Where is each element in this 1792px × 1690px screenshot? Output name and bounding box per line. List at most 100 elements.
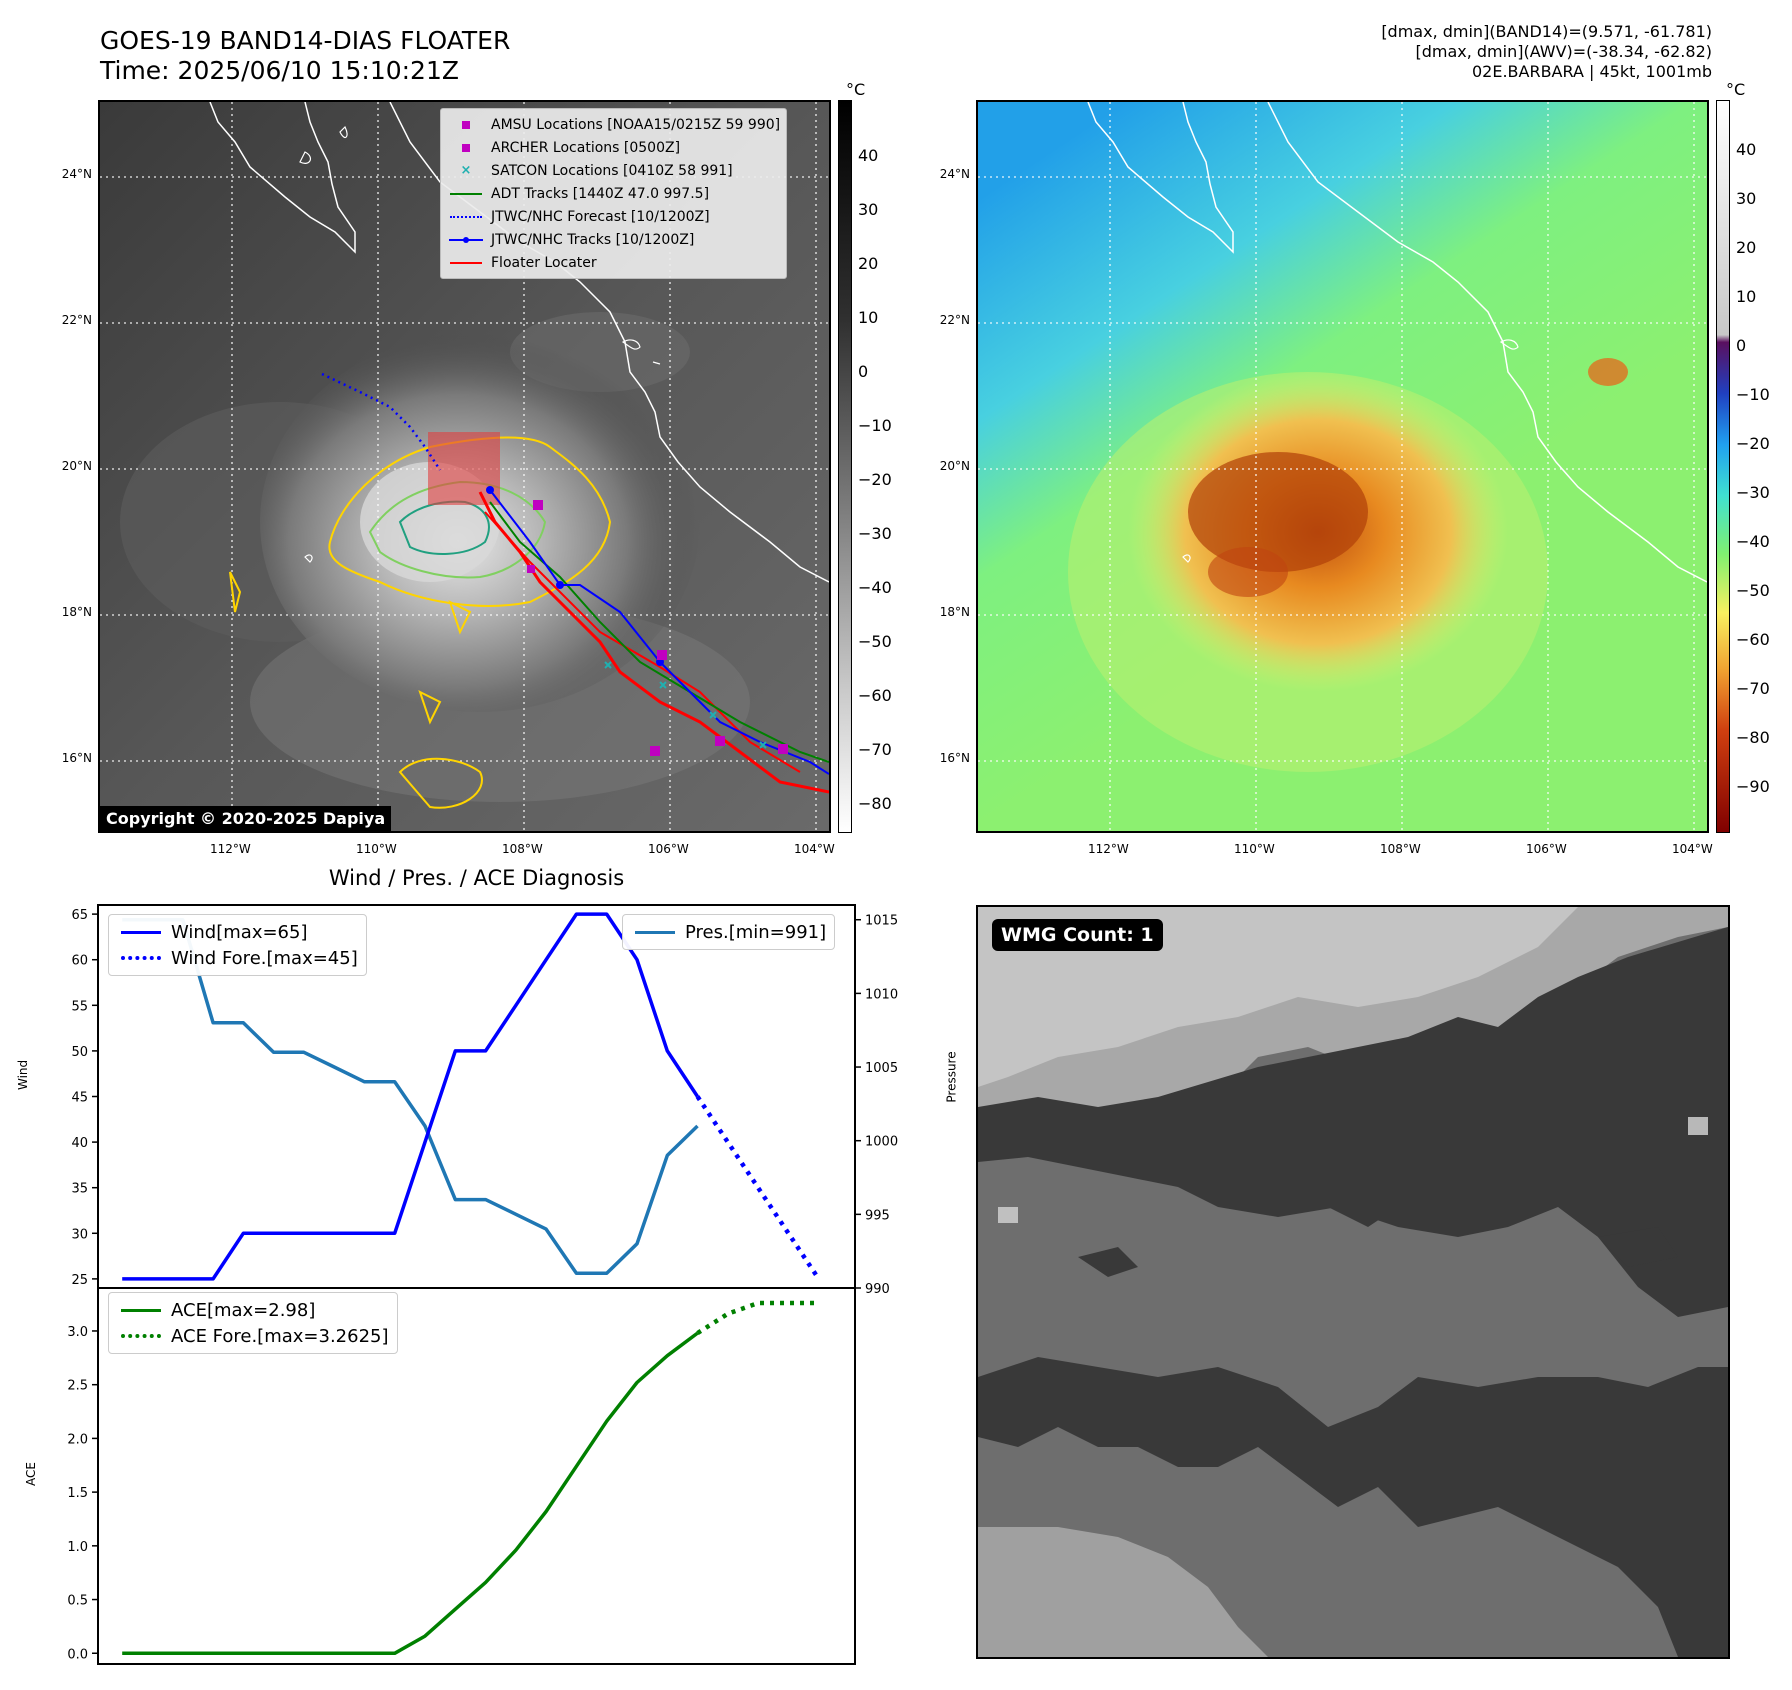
cbar-tick: 30 xyxy=(1736,189,1757,208)
lon-label-104: 104°W xyxy=(794,842,835,856)
blue-dotted-line-icon xyxy=(117,948,165,968)
cbar-tick: −40 xyxy=(1736,532,1770,551)
cbar-tick: −60 xyxy=(858,686,892,705)
ace-tick-label: 0.5 xyxy=(67,1594,88,1609)
lon-label-112: 112°W xyxy=(210,842,251,856)
wmg-image xyxy=(978,907,1728,1657)
pressure-tick-label: 1005 xyxy=(865,1061,898,1076)
ir-colorbar-unit: °C xyxy=(846,80,866,99)
ace-axes-frame xyxy=(97,1287,856,1665)
ace-forecast-line xyxy=(696,1300,819,1335)
cbar-tick: −50 xyxy=(858,632,892,651)
cbar-tick: 40 xyxy=(858,146,879,165)
lon-label-108: 108°W xyxy=(502,842,543,856)
legend-item-ace: ACE[max=2.98] xyxy=(117,1297,389,1323)
lat-label-16: 16°N xyxy=(939,751,970,765)
lon-label-110: 110°W xyxy=(356,842,397,856)
wmg-count-label: WMG Count: 1 xyxy=(992,919,1163,951)
ace-tick-label: 1.0 xyxy=(67,1540,88,1555)
blue-line-dot-icon xyxy=(447,230,485,250)
ir-map-panel: AMSU Locations [NOAA15/0215Z 59 990] ARC… xyxy=(98,100,831,833)
ace-series-line xyxy=(122,1331,699,1656)
copyright-label: Copyright © 2020-2025 Dapiya xyxy=(100,806,392,831)
blue-dotted-line-icon xyxy=(447,207,485,227)
wmg-panel: WMG Count: 1 xyxy=(976,905,1730,1659)
storm-info: [dmax, dmin](BAND14)=(9.571, -61.781) [d… xyxy=(1381,22,1712,82)
cbar-tick: −70 xyxy=(858,740,892,759)
cbar-tick: 0 xyxy=(1736,336,1747,355)
green-line-icon xyxy=(447,184,485,204)
lat-label-20: 20°N xyxy=(939,459,970,473)
green-dotted-line-icon xyxy=(117,1326,165,1346)
lat-label-18: 18°N xyxy=(61,605,92,619)
legend-item-adt: ADT Tracks [1440Z 47.0 997.5] xyxy=(447,182,780,205)
lat-label-22: 22°N xyxy=(61,313,92,327)
ir-colorbar-ticks: 40 30 20 10 0 −10 −20 −30 −40 −50 −60 −7… xyxy=(858,100,908,833)
pressure-ylabel: Pressure xyxy=(944,1051,959,1103)
cbar-tick: −30 xyxy=(858,524,892,543)
wv-map-image xyxy=(978,102,1707,831)
cbar-tick: −20 xyxy=(1736,434,1770,453)
pressure-tick-label: 990 xyxy=(865,1282,890,1297)
wind-tick-label: 40 xyxy=(71,1136,88,1151)
magenta-square-marker-icon xyxy=(447,138,485,158)
steelblue-line-icon xyxy=(631,922,679,942)
ir-lat-labels: 24°N 22°N 20°N 18°N 16°N xyxy=(56,100,96,833)
map-legend: AMSU Locations [NOAA15/0215Z 59 990] ARC… xyxy=(440,108,788,279)
pressure-series-line xyxy=(122,917,699,1276)
cbar-tick: −90 xyxy=(1736,777,1770,796)
magenta-square-marker-icon xyxy=(447,115,485,135)
pressure-tick-label: 1010 xyxy=(865,987,898,1002)
pressure-tick-label: 1000 xyxy=(865,1135,898,1150)
ace-tick-label: 3.0 xyxy=(67,1325,88,1340)
green-line-icon xyxy=(117,1300,165,1320)
pressure-tick-label: 995 xyxy=(865,1208,890,1223)
title-line-time: Time: 2025/06/10 15:10:21Z xyxy=(100,56,459,85)
legend-item-floater: Floater Locater xyxy=(447,251,780,274)
cbar-tick: −50 xyxy=(1736,581,1770,600)
cbar-tick: −30 xyxy=(1736,483,1770,502)
diag-title: Wind / Pres. / ACE Diagnosis xyxy=(328,866,625,890)
wind-tick-label: 65 xyxy=(71,908,88,923)
lat-label-18: 18°N xyxy=(939,605,970,619)
cbar-tick: −70 xyxy=(1736,679,1770,698)
legend-item-tracks: JTWC/NHC Tracks [10/1200Z] xyxy=(447,228,780,251)
lon-label-104: 104°W xyxy=(1672,842,1713,856)
lat-label-20: 20°N xyxy=(61,459,92,473)
lat-label-24: 24°N xyxy=(939,167,970,181)
cbar-tick: 20 xyxy=(858,254,879,273)
awv-range: [dmax, dmin](AWV)=(-38.34, -62.82) xyxy=(1415,42,1712,61)
ace-ylabel: ACE xyxy=(24,1462,38,1486)
lon-label-106: 106°W xyxy=(1526,842,1567,856)
cbar-tick: −10 xyxy=(858,416,892,435)
legend-item-wind-fore: Wind Fore.[max=45] xyxy=(117,945,358,971)
cbar-tick: −60 xyxy=(1736,630,1770,649)
legend-item-amsu: AMSU Locations [NOAA15/0215Z 59 990] xyxy=(447,113,780,136)
wind-tick-label: 35 xyxy=(71,1182,88,1197)
cbar-tick: −40 xyxy=(858,578,892,597)
x-marker-icon: × xyxy=(460,163,472,178)
diagnosis-chart: 25 30 35 40 45 50 55 60 65 990 995 1000 1005 1010 1015… xyxy=(67,904,898,1665)
band14-range: [dmax, dmin](BAND14)=(9.571, -61.781) xyxy=(1381,22,1712,41)
wind-forecast-line xyxy=(695,1095,821,1281)
wind-tick-label: 60 xyxy=(71,954,88,969)
lat-label-22: 22°N xyxy=(939,313,970,327)
legend-item-pres: Pres.[min=991] xyxy=(631,919,826,945)
legend-item-satcon: × SATCON Locations [0410Z 58 991] xyxy=(447,159,780,182)
lon-label-108: 108°W xyxy=(1380,842,1421,856)
cbar-tick: 10 xyxy=(1736,287,1757,306)
cbar-tick: 10 xyxy=(858,308,879,327)
cbar-tick: −10 xyxy=(1736,385,1770,404)
cbar-tick: −20 xyxy=(858,470,892,489)
red-line-icon xyxy=(447,253,485,273)
legend-item-archer: ARCHER Locations [0500Z] xyxy=(447,136,780,159)
wind-tick-label: 50 xyxy=(71,1045,88,1060)
wind-series-line xyxy=(122,912,699,1281)
ace-tick-label: 0.0 xyxy=(67,1647,88,1662)
ace-tick-label: 1.5 xyxy=(67,1486,88,1501)
ace-tick-label: 2.5 xyxy=(67,1379,88,1394)
figure-title: GOES-19 BAND14-DIAS FLOATER Time: 2025/0… xyxy=(100,26,510,86)
wind-legend: Wind[max=65] Wind Fore.[max=45] xyxy=(108,914,367,976)
storm-status: 02E.BARBARA | 45kt, 1001mb xyxy=(1471,62,1712,81)
ir-colorbar xyxy=(838,100,852,833)
